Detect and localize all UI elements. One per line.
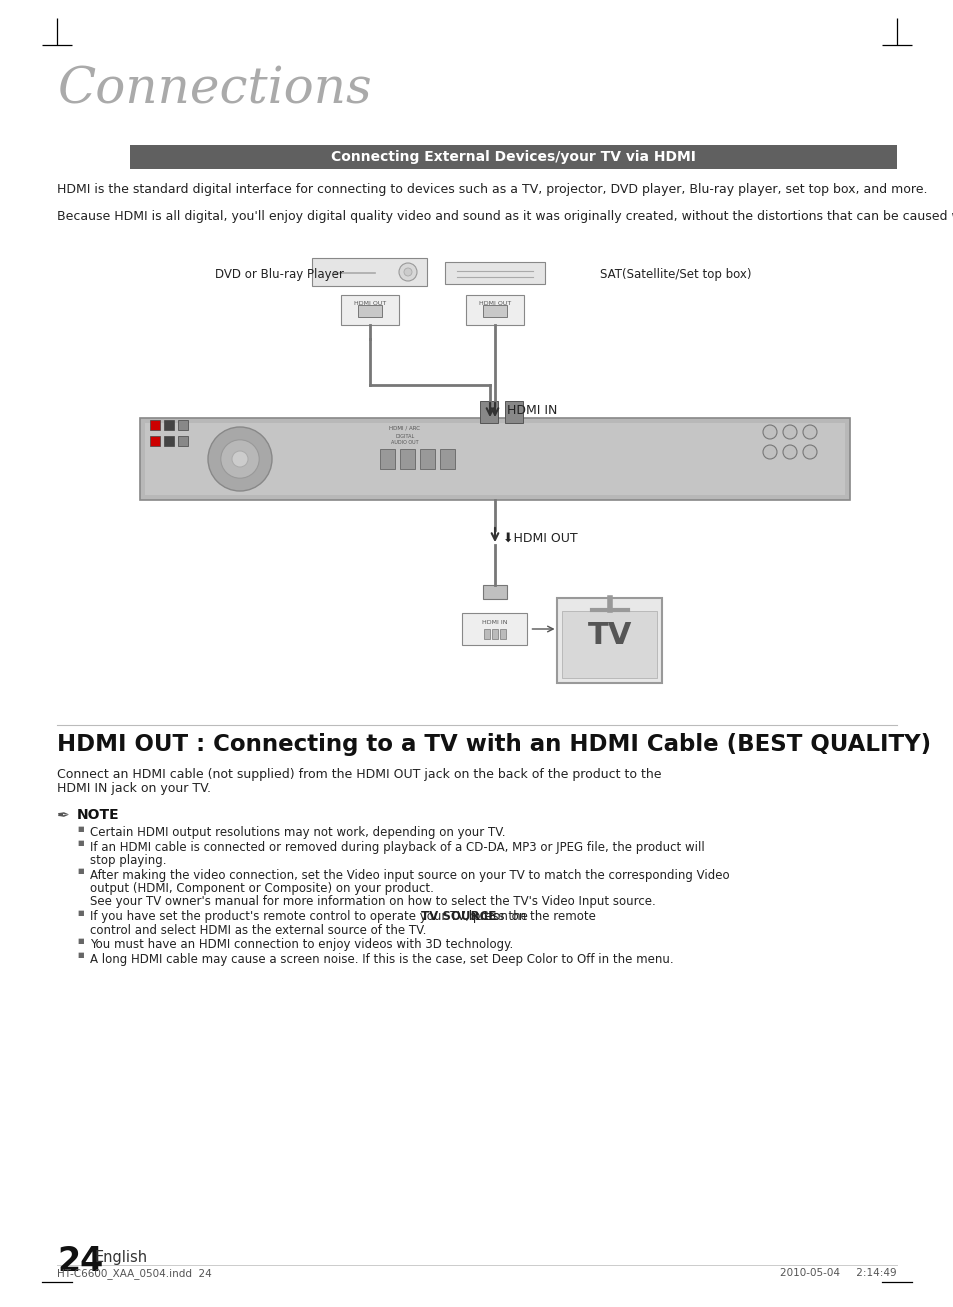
Bar bbox=[444, 261, 544, 284]
Text: HDMI IN: HDMI IN bbox=[506, 404, 557, 417]
Circle shape bbox=[762, 425, 776, 439]
Bar bbox=[164, 420, 173, 430]
Text: HDMI OUT : Connecting to a TV with an HDMI Cable (BEST QUALITY): HDMI OUT : Connecting to a TV with an HD… bbox=[57, 733, 930, 755]
Circle shape bbox=[782, 444, 796, 459]
Bar bbox=[557, 599, 661, 684]
Circle shape bbox=[232, 451, 248, 467]
Text: TV SOURCE: TV SOURCE bbox=[421, 910, 497, 923]
Text: 24: 24 bbox=[57, 1246, 103, 1278]
Circle shape bbox=[782, 425, 796, 439]
Bar bbox=[178, 420, 188, 430]
Bar bbox=[145, 423, 844, 495]
Text: HDMI IN: HDMI IN bbox=[482, 620, 507, 625]
Bar bbox=[178, 437, 188, 446]
Circle shape bbox=[398, 263, 416, 281]
Text: ■: ■ bbox=[77, 938, 84, 944]
Text: Certain HDMI output resolutions may not work, depending on your TV.: Certain HDMI output resolutions may not … bbox=[90, 826, 505, 839]
Text: HDMI IN jack on your TV.: HDMI IN jack on your TV. bbox=[57, 782, 211, 795]
Bar bbox=[340, 295, 398, 325]
Bar bbox=[399, 450, 415, 469]
Text: SAT(Satellite/Set top box): SAT(Satellite/Set top box) bbox=[599, 268, 751, 281]
Text: English: English bbox=[95, 1249, 148, 1265]
Text: HDMI OUT: HDMI OUT bbox=[478, 301, 511, 306]
Bar bbox=[419, 450, 435, 469]
Text: button on the remote: button on the remote bbox=[465, 910, 596, 923]
Circle shape bbox=[403, 268, 412, 276]
Bar bbox=[357, 305, 381, 318]
Text: stop playing.: stop playing. bbox=[90, 853, 167, 867]
Text: ⬇HDMI OUT: ⬇HDMI OUT bbox=[502, 532, 577, 545]
Bar bbox=[313, 257, 427, 286]
Bar bbox=[492, 629, 497, 639]
Bar bbox=[499, 629, 505, 639]
Text: HDMI OUT: HDMI OUT bbox=[354, 301, 386, 306]
Circle shape bbox=[208, 427, 272, 491]
Bar bbox=[439, 450, 455, 469]
Bar bbox=[462, 613, 527, 644]
Bar bbox=[164, 437, 173, 446]
Text: TV: TV bbox=[587, 621, 632, 650]
Text: Because HDMI is all digital, you'll enjoy digital quality video and sound as it : Because HDMI is all digital, you'll enjo… bbox=[57, 210, 953, 223]
Bar bbox=[482, 305, 506, 318]
Text: HDMI / ARC: HDMI / ARC bbox=[389, 426, 420, 431]
Text: Connections: Connections bbox=[57, 65, 372, 115]
Text: ■: ■ bbox=[77, 840, 84, 847]
Text: HT-C6600_XAA_0504.indd  24: HT-C6600_XAA_0504.indd 24 bbox=[57, 1268, 212, 1280]
Text: Connecting External Devices/your TV via HDMI: Connecting External Devices/your TV via … bbox=[331, 150, 695, 163]
Bar bbox=[479, 401, 497, 423]
Bar bbox=[140, 418, 849, 501]
Text: ■: ■ bbox=[77, 868, 84, 874]
Text: After making the video connection, set the Video input source on your TV to matc: After making the video connection, set t… bbox=[90, 868, 729, 881]
Text: If you have set the product's remote control to operate your TV, press the: If you have set the product's remote con… bbox=[90, 910, 531, 923]
Text: ✒: ✒ bbox=[57, 808, 70, 823]
Text: ■: ■ bbox=[77, 826, 84, 833]
Text: DIGITAL
AUDIO OUT: DIGITAL AUDIO OUT bbox=[391, 434, 418, 444]
Text: HDMI is the standard digital interface for connecting to devices such as a TV, p: HDMI is the standard digital interface f… bbox=[57, 183, 926, 196]
Text: A long HDMI cable may cause a screen noise. If this is the case, set Deep Color : A long HDMI cable may cause a screen noi… bbox=[90, 953, 673, 966]
Text: control and select HDMI as the external source of the TV.: control and select HDMI as the external … bbox=[90, 924, 426, 937]
Text: See your TV owner's manual for more information on how to select the TV's Video : See your TV owner's manual for more info… bbox=[90, 895, 655, 908]
Text: output (HDMI, Component or Composite) on your product.: output (HDMI, Component or Composite) on… bbox=[90, 882, 434, 895]
Bar bbox=[150, 437, 160, 446]
Text: NOTE: NOTE bbox=[77, 808, 119, 822]
Text: DVD or Blu-ray Player: DVD or Blu-ray Player bbox=[214, 268, 343, 281]
Bar bbox=[130, 145, 896, 169]
Bar bbox=[562, 610, 657, 678]
Circle shape bbox=[802, 425, 816, 439]
Bar bbox=[483, 629, 490, 639]
Circle shape bbox=[220, 439, 259, 478]
Bar bbox=[504, 401, 522, 423]
Circle shape bbox=[802, 444, 816, 459]
Text: 2010-05-04     2:14:49: 2010-05-04 2:14:49 bbox=[780, 1268, 896, 1278]
Bar bbox=[379, 450, 395, 469]
Circle shape bbox=[762, 444, 776, 459]
Text: If an HDMI cable is connected or removed during playback of a CD-DA, MP3 or JPEG: If an HDMI cable is connected or removed… bbox=[90, 840, 704, 853]
Bar bbox=[465, 295, 523, 325]
Text: ■: ■ bbox=[77, 910, 84, 916]
Bar bbox=[482, 586, 506, 599]
Text: You must have an HDMI connection to enjoy videos with 3D technology.: You must have an HDMI connection to enjo… bbox=[90, 938, 513, 951]
Text: ■: ■ bbox=[77, 953, 84, 958]
Text: Connect an HDMI cable (not supplied) from the HDMI OUT jack on the back of the p: Connect an HDMI cable (not supplied) fro… bbox=[57, 769, 660, 782]
Bar bbox=[150, 420, 160, 430]
